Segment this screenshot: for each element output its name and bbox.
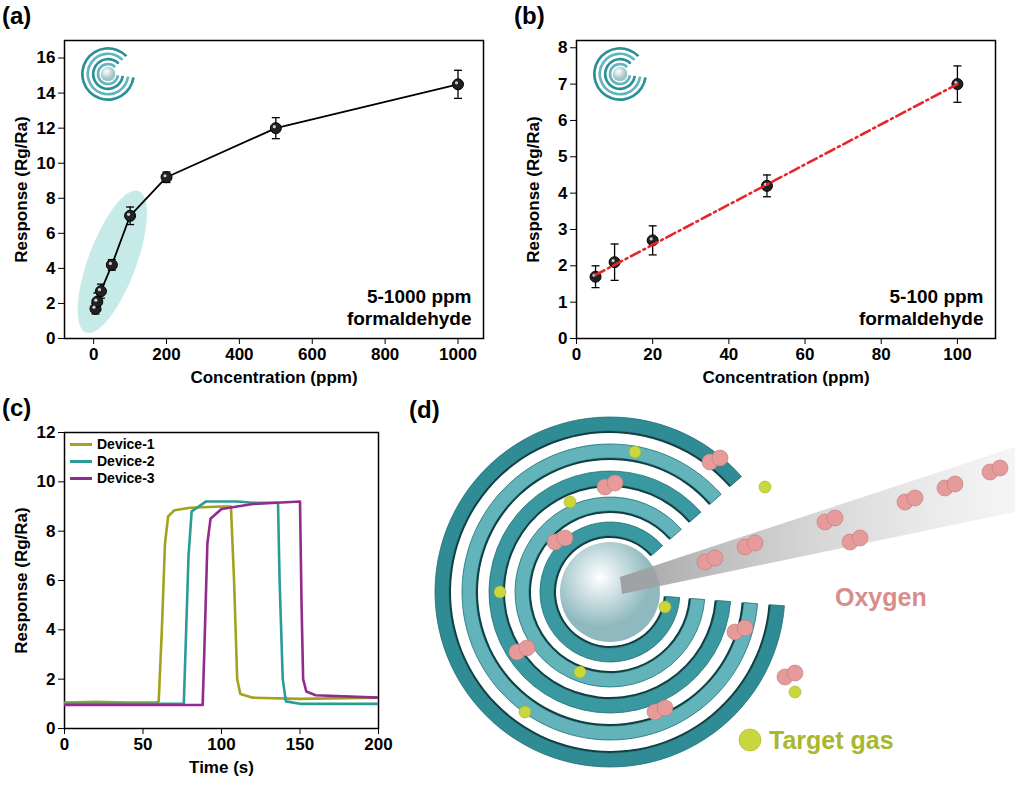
html-text:(a): (a) [2,2,32,29]
svg-text:Time (s): Time (s) [189,758,254,777]
svg-text:0: 0 [558,329,567,348]
svg-text:1000: 1000 [439,345,477,364]
html-text:Device-1: Device-1 [97,436,155,452]
svg-text:Concentration (ppm): Concentration (ppm) [702,368,869,387]
svg-text:5-100 ppmformaldehyde: 5-100 ppmformaldehyde [859,286,984,329]
svg-text:2: 2 [46,670,55,689]
svg-text:3: 3 [558,220,567,239]
svg-text:10: 10 [37,154,56,173]
svg-text:14: 14 [37,84,56,103]
svg-text:Response (Rg/Ra): Response (Rg/Ra) [524,116,543,262]
svg-text:4: 4 [46,259,56,278]
svg-text:12: 12 [37,119,56,138]
svg-text:200: 200 [152,345,180,364]
svg-text:4: 4 [558,184,568,203]
svg-text:0: 0 [46,329,55,348]
svg-text:2: 2 [46,294,55,313]
svg-text:80: 80 [872,345,891,364]
svg-text:6: 6 [46,571,55,590]
svg-text:7: 7 [558,75,567,94]
html-text:(c): (c) [2,394,32,421]
svg-text:Concentration (ppm): Concentration (ppm) [190,368,357,387]
svg-text:60: 60 [796,345,815,364]
svg-text:40: 40 [719,345,738,364]
svg-text:200: 200 [364,735,392,754]
svg-text:1: 1 [558,293,567,312]
svg-text:0: 0 [89,345,98,364]
svg-text:(d): (d) [409,396,440,423]
svg-text:Response (Rg/Ra): Response (Rg/Ra) [12,507,31,653]
html-text:Device-2: Device-2 [97,453,155,469]
svg-text:5: 5 [558,147,567,166]
svg-text:20: 20 [643,345,662,364]
svg-text:8: 8 [46,522,55,541]
svg-text:0: 0 [572,345,581,364]
svg-text:150: 150 [286,735,314,754]
svg-text:400: 400 [225,345,253,364]
svg-text:10: 10 [37,472,56,491]
svg-text:5-1000 ppmformaldehyde: 5-1000 ppmformaldehyde [347,286,472,329]
svg-text:50: 50 [134,735,153,754]
svg-text:8: 8 [558,38,567,57]
svg-text:0: 0 [46,719,55,738]
svg-text:8: 8 [46,189,55,208]
svg-text:100: 100 [943,345,971,364]
svg-text:16: 16 [37,48,56,67]
svg-text:12: 12 [37,423,56,442]
svg-text:800: 800 [371,345,399,364]
svg-text:100: 100 [207,735,235,754]
svg-text:6: 6 [46,224,55,243]
svg-text:Response (Rg/Ra): Response (Rg/Ra) [12,116,31,262]
svg-text:6: 6 [558,111,567,130]
svg-text:2: 2 [558,256,567,275]
svg-text:Target gas: Target gas [769,726,894,754]
svg-text:4: 4 [46,620,56,639]
svg-text:600: 600 [298,345,326,364]
svg-text:Oxygen: Oxygen [835,583,927,611]
svg-text:0: 0 [60,735,69,754]
html-text:(b): (b) [514,2,545,29]
html-text:Device-3: Device-3 [97,470,155,486]
